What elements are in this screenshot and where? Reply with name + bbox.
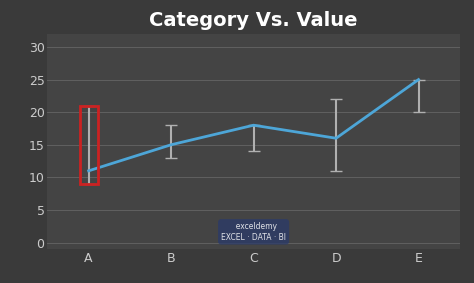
Bar [80, 106, 98, 184]
Title: Category Vs. Value: Category Vs. Value [149, 11, 358, 30]
Text: exceldemy
EXCEL · DATA · BI: exceldemy EXCEL · DATA · BI [221, 222, 286, 241]
